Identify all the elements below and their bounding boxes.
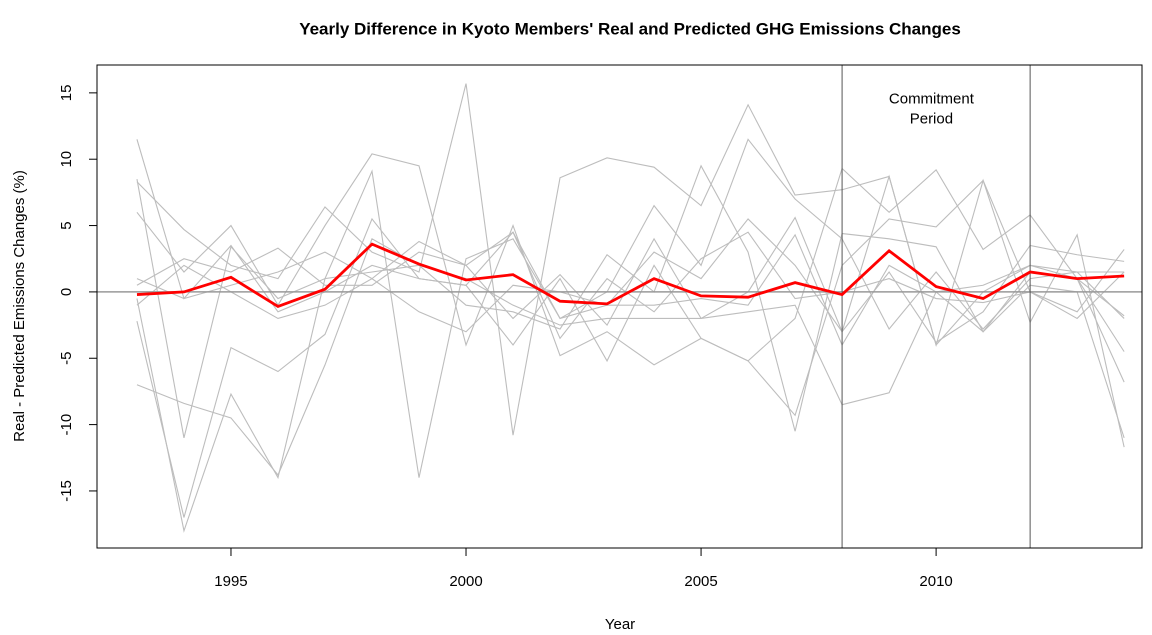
x-tick-label: 2000 xyxy=(449,573,482,590)
x-tick-label: 2010 xyxy=(919,573,952,590)
country-line xyxy=(136,238,1125,477)
country-line xyxy=(136,216,1125,344)
annotation: Commitment xyxy=(889,90,975,107)
country-line xyxy=(136,231,1125,340)
country-line xyxy=(136,153,1125,383)
chart-title: Yearly Difference in Kyoto Members' Real… xyxy=(299,19,961,38)
x-tick-label: 1995 xyxy=(214,573,247,590)
country-line xyxy=(136,164,1125,533)
y-tick-label: 5 xyxy=(58,221,75,229)
country-line xyxy=(136,179,1125,518)
country-line xyxy=(136,233,1125,439)
y-tick-label: -5 xyxy=(58,352,75,365)
x-axis-label: Year xyxy=(605,616,635,633)
y-tick-label: 15 xyxy=(58,85,75,102)
country-line xyxy=(136,83,1125,448)
y-tick-label: 10 xyxy=(58,151,75,168)
plot-frame xyxy=(96,64,1143,549)
mean-line xyxy=(136,242,1125,309)
x-tick-label: 2005 xyxy=(684,573,717,590)
country-line xyxy=(136,139,1125,347)
annotation: Period xyxy=(910,110,953,127)
y-tick-label: -15 xyxy=(58,480,75,502)
y-tick-label: 0 xyxy=(58,288,75,296)
y-tick-label: -10 xyxy=(58,414,75,436)
y-axis-label: Real - Predicted Emissions Changes (%) xyxy=(11,170,28,442)
